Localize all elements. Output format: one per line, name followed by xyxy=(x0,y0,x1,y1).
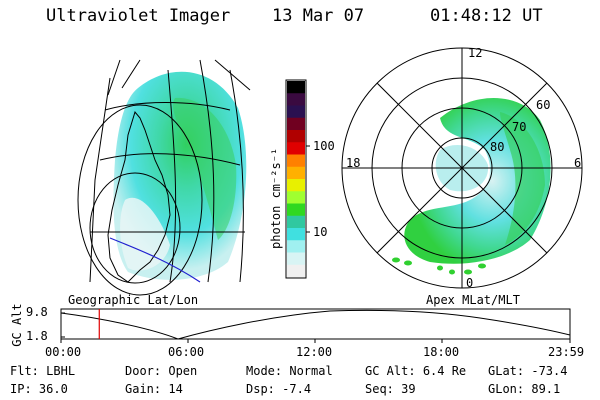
colorbar-band xyxy=(287,203,305,217)
polar-grid xyxy=(341,47,583,289)
info-gain: Gain: 14 xyxy=(125,382,183,396)
geographic-map-panel xyxy=(77,59,251,296)
colorbar xyxy=(285,79,310,279)
gc-altitude-curve xyxy=(60,309,571,340)
info-ip-value: 36.0 xyxy=(38,382,68,396)
colorbar-band xyxy=(287,154,305,168)
colorbar-band xyxy=(287,240,305,253)
info-ip: IP: 36.0 xyxy=(10,382,68,396)
instrument-title: Ultraviolet Imager xyxy=(46,6,231,26)
info-door-key: Door: xyxy=(125,364,162,378)
colorbar-frame xyxy=(285,79,307,279)
polar-plot-panel xyxy=(341,47,583,289)
left-grid-lines xyxy=(77,59,245,296)
colorbar-band xyxy=(287,252,305,266)
colorbar-band xyxy=(287,228,305,241)
colorbar-band xyxy=(287,166,305,180)
info-gc-alt: GC Alt: 6.4 Re xyxy=(365,364,466,378)
left-aurora-pale xyxy=(120,197,170,271)
timeline-xtick-label-4: 23:59 xyxy=(548,345,585,359)
info-glon-value: 89.1 xyxy=(531,382,561,396)
timeline-ytick-label-top: 9.8 xyxy=(26,305,48,319)
mlt-label-18: 18 xyxy=(346,156,361,170)
info-door: Door: Open xyxy=(125,364,197,378)
right-aurora-band xyxy=(500,112,545,245)
info-mode-key: Mode: xyxy=(246,364,283,378)
info-seq: Seq: 39 xyxy=(365,382,416,396)
info-seq-value: 39 xyxy=(401,382,416,396)
info-gain-key: Gain: xyxy=(125,382,162,396)
info-seq-key: Seq: xyxy=(365,382,394,396)
info-glon: GLon: 89.1 xyxy=(488,382,560,396)
timeline-xtick-label-2: 12:00 xyxy=(296,345,333,359)
timeline-frame xyxy=(60,308,571,340)
info-glat: GLat: -73.4 xyxy=(488,364,567,378)
colorbar-unit-label: photon cm⁻²s⁻¹ xyxy=(269,147,283,249)
timeline-xtick-label-0: 00:00 xyxy=(45,345,82,359)
info-gc-alt-key: GC Alt: xyxy=(365,364,416,378)
info-gain-value: 14 xyxy=(168,382,183,396)
timeline-xtick-label-3: 18:00 xyxy=(423,345,460,359)
green-emission-spots xyxy=(392,257,486,275)
info-dsp-value: -7.4 xyxy=(282,382,312,396)
info-glat-key: GLat: xyxy=(488,364,525,378)
colorbar-band xyxy=(287,191,305,204)
info-gc-alt-value: 6.4 Re xyxy=(422,364,467,378)
info-glon-key: GLon: xyxy=(488,382,525,396)
lat-label-80: 80 xyxy=(490,140,505,154)
info-dsp: Dsp: -7.4 xyxy=(246,382,311,396)
colorbar-band xyxy=(287,142,305,155)
info-dsp-key: Dsp: xyxy=(246,382,275,396)
left-frame-top xyxy=(214,59,251,91)
colorbar-band xyxy=(287,215,305,229)
timeline-ytick-label-bottom: 1.8 xyxy=(26,329,48,343)
colorbar-band xyxy=(287,117,305,131)
lat-label-60: 60 xyxy=(536,98,551,112)
mlt-label-0: 0 xyxy=(466,276,474,290)
left-panel-label: Geographic Lat/Lon xyxy=(68,293,199,307)
colorbar-band xyxy=(287,179,305,192)
observation-date: 13 Mar 07 xyxy=(272,6,365,26)
left-aurora-core xyxy=(173,97,237,240)
info-flt: Flt: LBHL xyxy=(10,364,75,378)
colorbar-band xyxy=(287,105,305,119)
terminator-line xyxy=(109,237,201,283)
observation-time: 01:48:12 UT xyxy=(430,6,543,26)
altitude-timeline xyxy=(60,308,571,343)
colorbar-tick-label-10: 10 xyxy=(313,225,328,239)
lat-label-70: 70 xyxy=(512,120,527,134)
info-ip-key: IP: xyxy=(10,382,32,396)
info-flt-key: Flt: xyxy=(10,364,39,378)
info-door-value: Open xyxy=(168,364,198,378)
timeline-xtick-label-1: 06:00 xyxy=(168,345,205,359)
colorbar-tick-label-100: 100 xyxy=(313,139,335,153)
mlt-label-12: 12 xyxy=(468,46,483,60)
colorbar-band xyxy=(287,93,305,106)
info-mode: Mode: Normal xyxy=(246,364,333,378)
info-flt-value: LBHL xyxy=(46,364,76,378)
colorbar-band xyxy=(287,264,305,278)
info-glat-value: -73.4 xyxy=(531,364,568,378)
colorbar-band xyxy=(287,81,305,94)
mlt-label-6: 6 xyxy=(574,156,582,170)
antarctica-coastline xyxy=(107,110,171,283)
timeline-y-axis-label: GC Alt xyxy=(10,303,24,347)
right-panel-label: Apex MLat/MLT xyxy=(426,293,520,307)
info-mode-value: Normal xyxy=(289,364,333,378)
colorbar-band xyxy=(287,130,305,143)
